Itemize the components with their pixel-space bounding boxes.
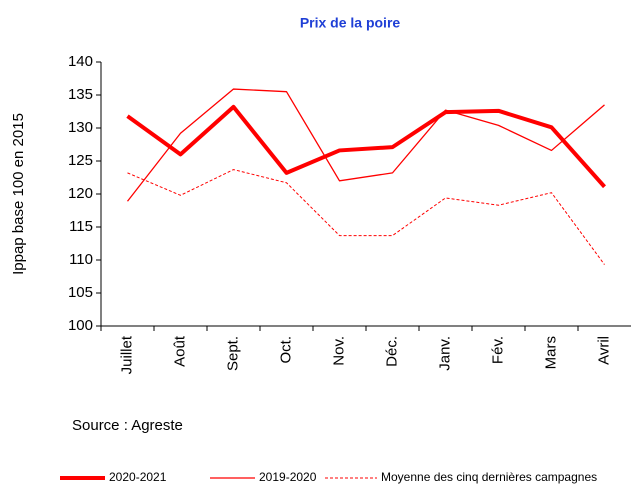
- x-tick-label: Avril: [595, 336, 612, 365]
- data-line: [126, 104, 606, 189]
- y-tick-label: 115: [69, 218, 93, 235]
- x-tick-label: Nov.: [330, 336, 347, 366]
- chart-title: Prix de la poire: [300, 15, 401, 31]
- legend-label: 2019-2020: [259, 470, 317, 484]
- data-line: [126, 88, 605, 202]
- source-note: Source : Agreste: [72, 417, 183, 434]
- y-tick-label: 130: [68, 119, 93, 136]
- y-tick-label: 140: [68, 53, 93, 70]
- y-tick-label: 125: [68, 152, 93, 169]
- y-axis-label: Ippap base 100 en 2015: [10, 113, 27, 275]
- x-tick-label: Janv.: [436, 336, 453, 371]
- y-tick-label: 105: [68, 284, 93, 301]
- x-tick-label: Déc.: [383, 336, 400, 367]
- y-tick-label: 120: [68, 185, 93, 202]
- data-line: [127, 169, 605, 265]
- x-tick-label: Mars: [542, 336, 559, 369]
- y-tick-label: 100: [68, 317, 93, 334]
- x-tick-label: Fév.: [489, 336, 506, 364]
- legend-label: Moyenne des cinq dernières campagnes: [381, 470, 597, 484]
- x-tick-label: Août: [171, 335, 188, 367]
- y-tick-label: 110: [69, 251, 93, 268]
- x-tick-label: Juillet: [118, 335, 135, 374]
- x-tick-label: Oct.: [277, 336, 294, 364]
- x-tick-label: Sept.: [224, 336, 241, 371]
- y-tick-label: 135: [68, 86, 93, 103]
- legend-label: 2020-2021: [109, 470, 167, 484]
